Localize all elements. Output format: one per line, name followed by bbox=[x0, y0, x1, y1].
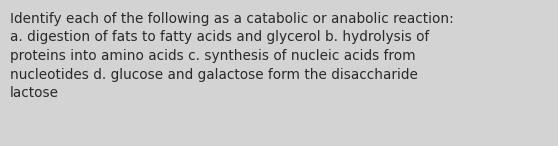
Text: nucleotides d. glucose and galactose form the disaccharide: nucleotides d. glucose and galactose for… bbox=[10, 67, 418, 81]
Text: proteins into amino acids c. synthesis of nucleic acids from: proteins into amino acids c. synthesis o… bbox=[10, 49, 416, 63]
Text: a. digestion of fats to fatty acids and glycerol b. hydrolysis of: a. digestion of fats to fatty acids and … bbox=[10, 31, 429, 45]
Text: Identify each of the following as a catabolic or anabolic reaction:: Identify each of the following as a cata… bbox=[10, 12, 454, 26]
Text: lactose: lactose bbox=[10, 86, 59, 100]
